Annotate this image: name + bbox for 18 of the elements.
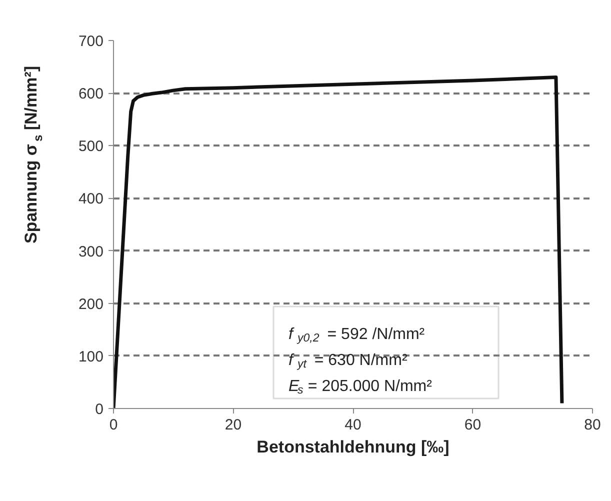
y-tick-label: 300 [78,243,104,260]
y-tick-label: 600 [78,86,104,103]
line-series [114,76,564,408]
x-tick-label: 0 [109,416,118,434]
y-tick-label: 0 [95,401,104,418]
x-tick-label: 40 [344,416,362,434]
annotation: fy0,2 = 592 /N/mm² [288,326,426,344]
x-tick-label: 60 [464,416,482,434]
y-tick-label: 200 [78,296,104,313]
y-tick-label: 500 [78,138,104,156]
y-tick-label: 400 [78,190,104,208]
y-tick-label: 100 [78,348,104,366]
y-tick-label: 700 [78,33,104,50]
x-tick-label: 20 [224,416,242,434]
annotation: fyt = 630 N/mm² [288,352,408,370]
x-axis-title: Betonstahldehnung [‰] [256,438,450,456]
x-tick-label: 80 [584,416,601,434]
y-axis-title: Spannung σs [N/mm²] [22,66,45,244]
